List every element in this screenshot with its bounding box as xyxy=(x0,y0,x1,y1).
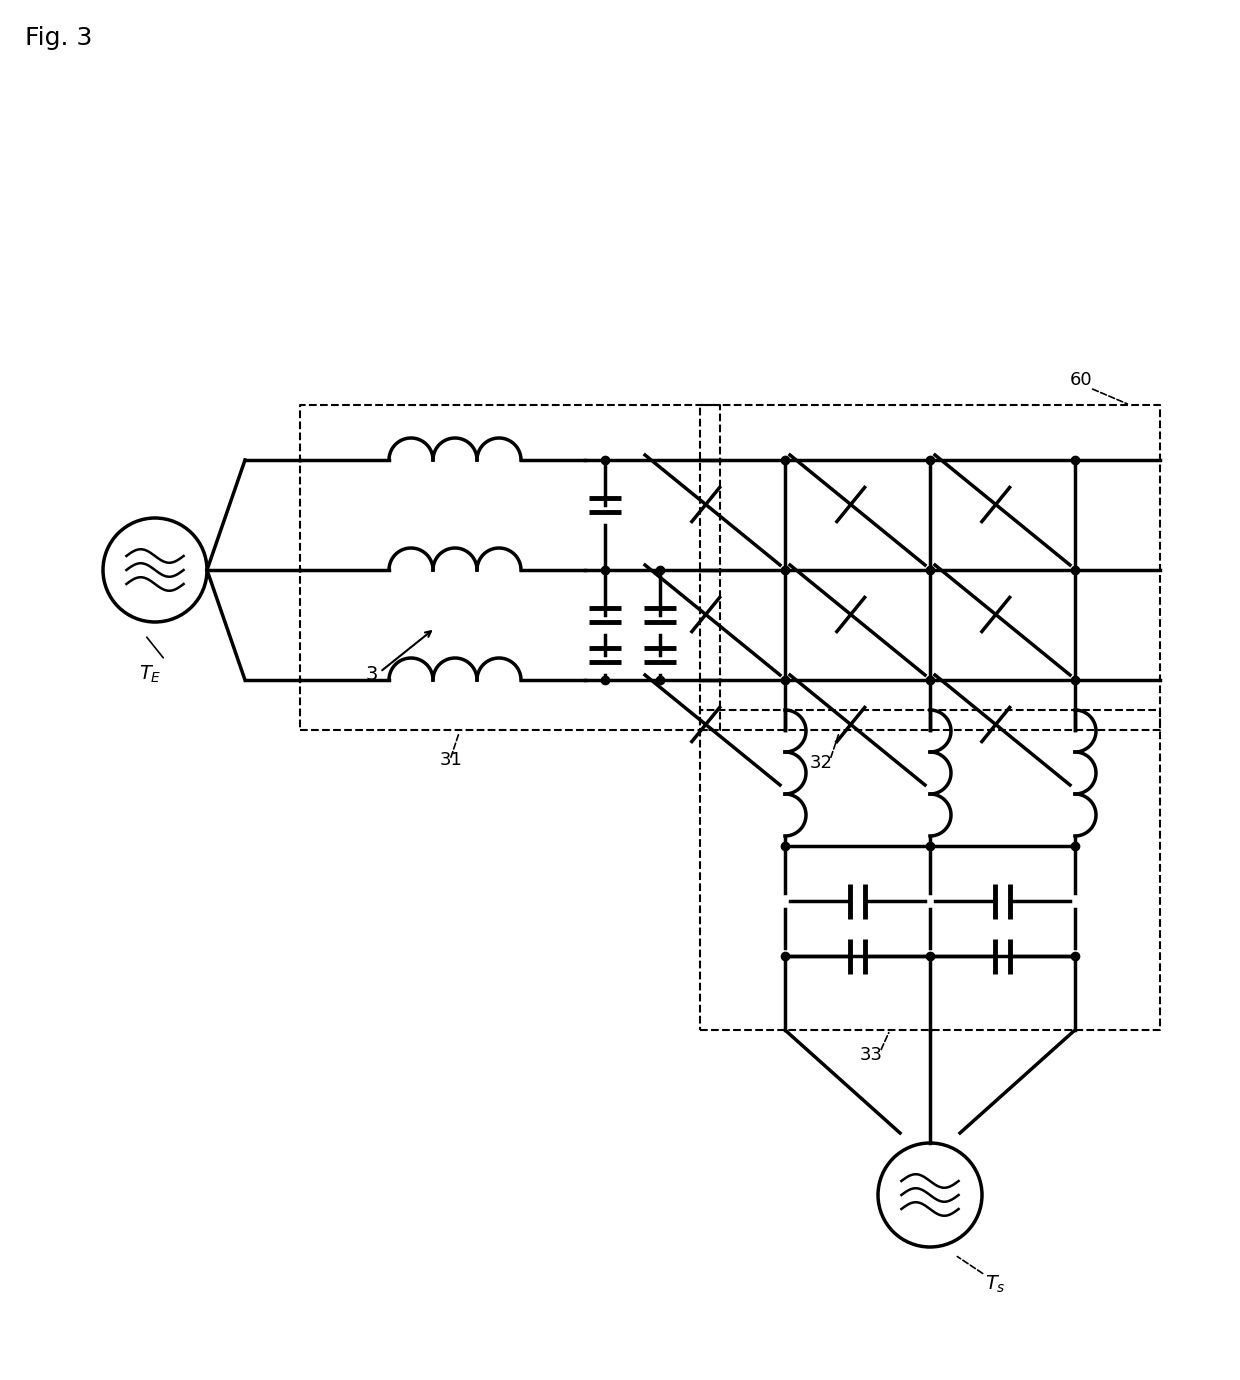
Text: 32: 32 xyxy=(810,753,833,771)
Text: 31: 31 xyxy=(440,751,463,769)
Text: 60: 60 xyxy=(1070,371,1092,389)
Text: Fig. 3: Fig. 3 xyxy=(25,26,92,50)
Text: 33: 33 xyxy=(861,1046,883,1064)
Text: $T_s$: $T_s$ xyxy=(985,1274,1006,1296)
Text: $T_E$: $T_E$ xyxy=(139,664,161,686)
Text: 3: 3 xyxy=(365,665,377,684)
